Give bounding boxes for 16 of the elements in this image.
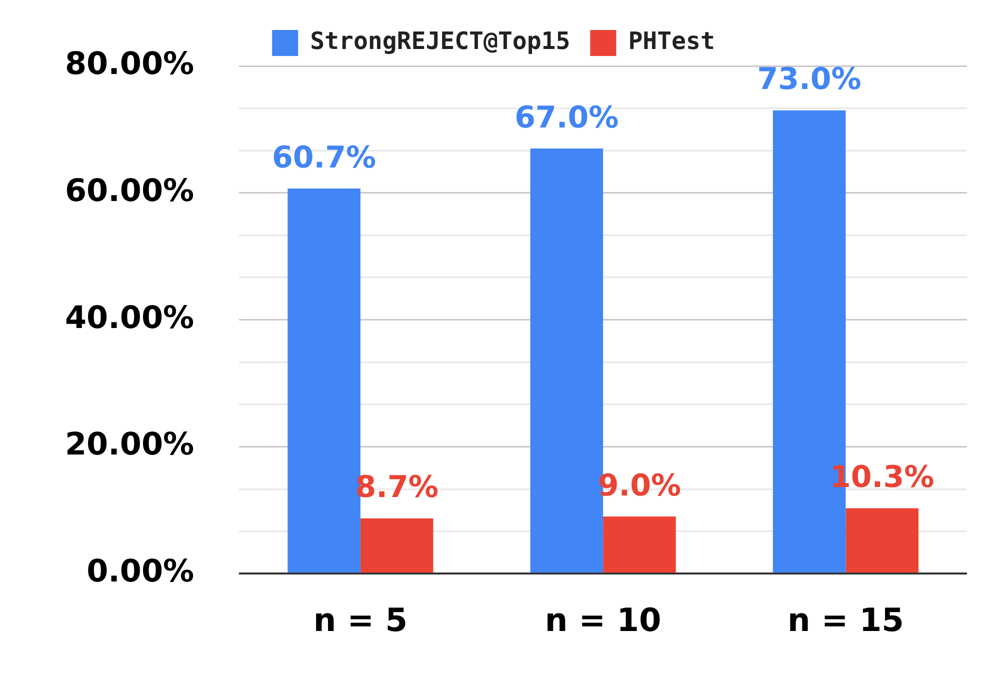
y-tick-label: 20.00% bbox=[64, 426, 194, 463]
x-tick-label: n = 10 bbox=[544, 601, 662, 640]
bar bbox=[603, 516, 676, 573]
x-tick-label: n = 15 bbox=[787, 601, 904, 640]
bar bbox=[846, 508, 918, 573]
y-tick-label: 40.00% bbox=[64, 300, 194, 336]
y-tick-label: 80.00% bbox=[64, 46, 194, 82]
legend-label: PHTest bbox=[628, 27, 715, 56]
y-tick-label: 60.00% bbox=[64, 172, 194, 209]
legend-label: StrongREJECT@Top15 bbox=[310, 27, 570, 56]
y-tick-label: 0.00% bbox=[86, 554, 194, 590]
data-label: 67.0% bbox=[514, 100, 619, 136]
data-label: 73.0% bbox=[757, 62, 862, 98]
data-label: 60.7% bbox=[272, 140, 376, 176]
bar bbox=[360, 518, 434, 573]
x-tick-label: n = 5 bbox=[313, 601, 408, 640]
